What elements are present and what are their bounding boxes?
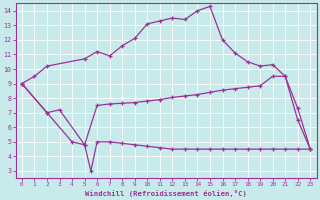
X-axis label: Windchill (Refroidissement éolien,°C): Windchill (Refroidissement éolien,°C) [85,190,247,197]
